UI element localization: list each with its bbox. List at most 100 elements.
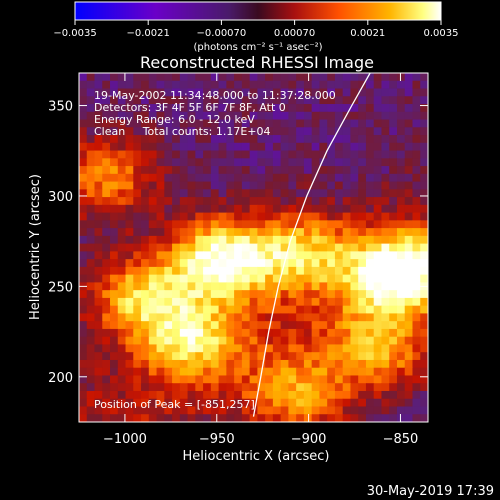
heatmap-cell: [226, 135, 235, 144]
heatmap-cell: [272, 383, 282, 392]
heatmap-cell: [187, 274, 196, 283]
heatmap-cell: [396, 274, 406, 283]
heatmap-cell: [327, 344, 336, 353]
heatmap-cell: [311, 328, 321, 338]
heatmap-cell: [203, 290, 212, 299]
heatmap-cell: [272, 142, 282, 152]
heatmap-cell: [226, 251, 235, 260]
heatmap-cell: [110, 142, 119, 152]
heatmap-cell: [404, 266, 414, 276]
heatmap-cell: [389, 406, 398, 415]
heatmap-cell: [203, 359, 212, 369]
heatmap-cell: [334, 414, 344, 422]
heatmap-cell: [218, 313, 227, 322]
heatmap-cell: [358, 266, 367, 276]
heatmap-cell: [210, 96, 220, 105]
heatmap-cell: [187, 352, 196, 361]
heatmap-cell: [148, 367, 158, 377]
heatmap-cell: [79, 197, 88, 206]
heatmap-cell: [110, 375, 119, 384]
heatmap-cell: [210, 73, 220, 82]
heatmap-cell: [412, 352, 421, 361]
heatmap-cell: [358, 313, 367, 322]
y-tick-label: 300: [48, 190, 73, 205]
heatmap-cell: [179, 266, 189, 276]
heatmap-cell: [210, 173, 220, 183]
heatmap-cell: [327, 328, 336, 338]
heatmap-cell: [350, 359, 359, 369]
heatmap-cell: [226, 104, 235, 113]
heatmap-cell: [148, 142, 158, 152]
heatmap-cell: [288, 80, 297, 90]
heatmap-cell: [195, 259, 204, 268]
heatmap-cell: [265, 367, 274, 377]
heatmap-cell: [280, 282, 289, 291]
heatmap-cell: [203, 274, 212, 283]
heatmap-cell: [296, 297, 305, 307]
heatmap-cell: [179, 313, 189, 322]
heatmap-cell: [226, 352, 235, 361]
heatmap-cell: [203, 297, 212, 307]
heatmap-cell: [319, 243, 328, 252]
heatmap-cell: [117, 220, 127, 229]
heatmap-cell: [373, 297, 383, 307]
heatmap-cell: [420, 235, 428, 245]
heatmap-cell: [334, 150, 344, 159]
heatmap-cell: [141, 73, 150, 82]
heatmap-cell: [187, 80, 196, 90]
heatmap-cell: [272, 282, 282, 291]
heatmap-cell: [412, 88, 421, 97]
heatmap-cell: [79, 305, 88, 315]
heatmap-cell: [358, 282, 367, 291]
heatmap-cell: [311, 313, 321, 322]
heatmap-cell: [179, 344, 189, 353]
heatmap-cell: [280, 414, 289, 422]
heatmap-cell: [133, 181, 142, 190]
heatmap-cell: [257, 73, 266, 82]
heatmap-cell: [125, 414, 134, 422]
heatmap-cell: [396, 352, 406, 361]
heatmap-cell: [288, 383, 297, 392]
heatmap-cell: [79, 321, 88, 330]
heatmap-cell: [110, 359, 119, 369]
heatmap-cell: [296, 142, 305, 152]
heatmap-cell: [412, 359, 421, 369]
heatmap-cell: [156, 158, 165, 167]
heatmap-cell: [350, 266, 359, 276]
heatmap-cell: [404, 383, 414, 392]
heatmap-cell: [358, 189, 367, 198]
heatmap-cell: [133, 212, 142, 221]
heatmap-cell: [249, 204, 258, 214]
heatmap-cell: [110, 414, 119, 422]
heatmap-cell: [404, 189, 414, 198]
heatmap-cell: [133, 297, 142, 307]
heatmap-cell: [334, 390, 344, 400]
heatmap-cell: [226, 328, 235, 338]
heatmap-cell: [141, 251, 150, 260]
heatmap-cell: [195, 135, 204, 144]
heatmap-cell: [195, 266, 204, 276]
heatmap-cell: [280, 390, 289, 400]
heatmap-cell: [125, 367, 134, 377]
heatmap-cell: [350, 383, 359, 392]
heatmap-cell: [389, 111, 398, 121]
heatmap-cell: [420, 135, 428, 144]
heatmap-cell: [265, 135, 274, 144]
heatmap-cell: [257, 406, 266, 415]
heatmap-cell: [288, 204, 297, 214]
heatmap-cell: [365, 220, 375, 229]
heatmap-cell: [94, 181, 103, 190]
heatmap-cell: [265, 166, 274, 175]
heatmap-cell: [272, 204, 282, 214]
heatmap-cell: [319, 251, 328, 260]
heatmap-cell: [365, 73, 375, 82]
heatmap-cell: [381, 414, 390, 422]
heatmap-cell: [117, 166, 127, 175]
heatmap-cell: [210, 88, 220, 97]
heatmap-cell: [133, 135, 142, 144]
heatmap-cell: [141, 383, 150, 392]
heatmap-cell: [156, 305, 165, 315]
heatmap-cell: [102, 336, 111, 346]
heatmap-cell: [226, 119, 235, 128]
heatmap-cell: [334, 111, 344, 121]
